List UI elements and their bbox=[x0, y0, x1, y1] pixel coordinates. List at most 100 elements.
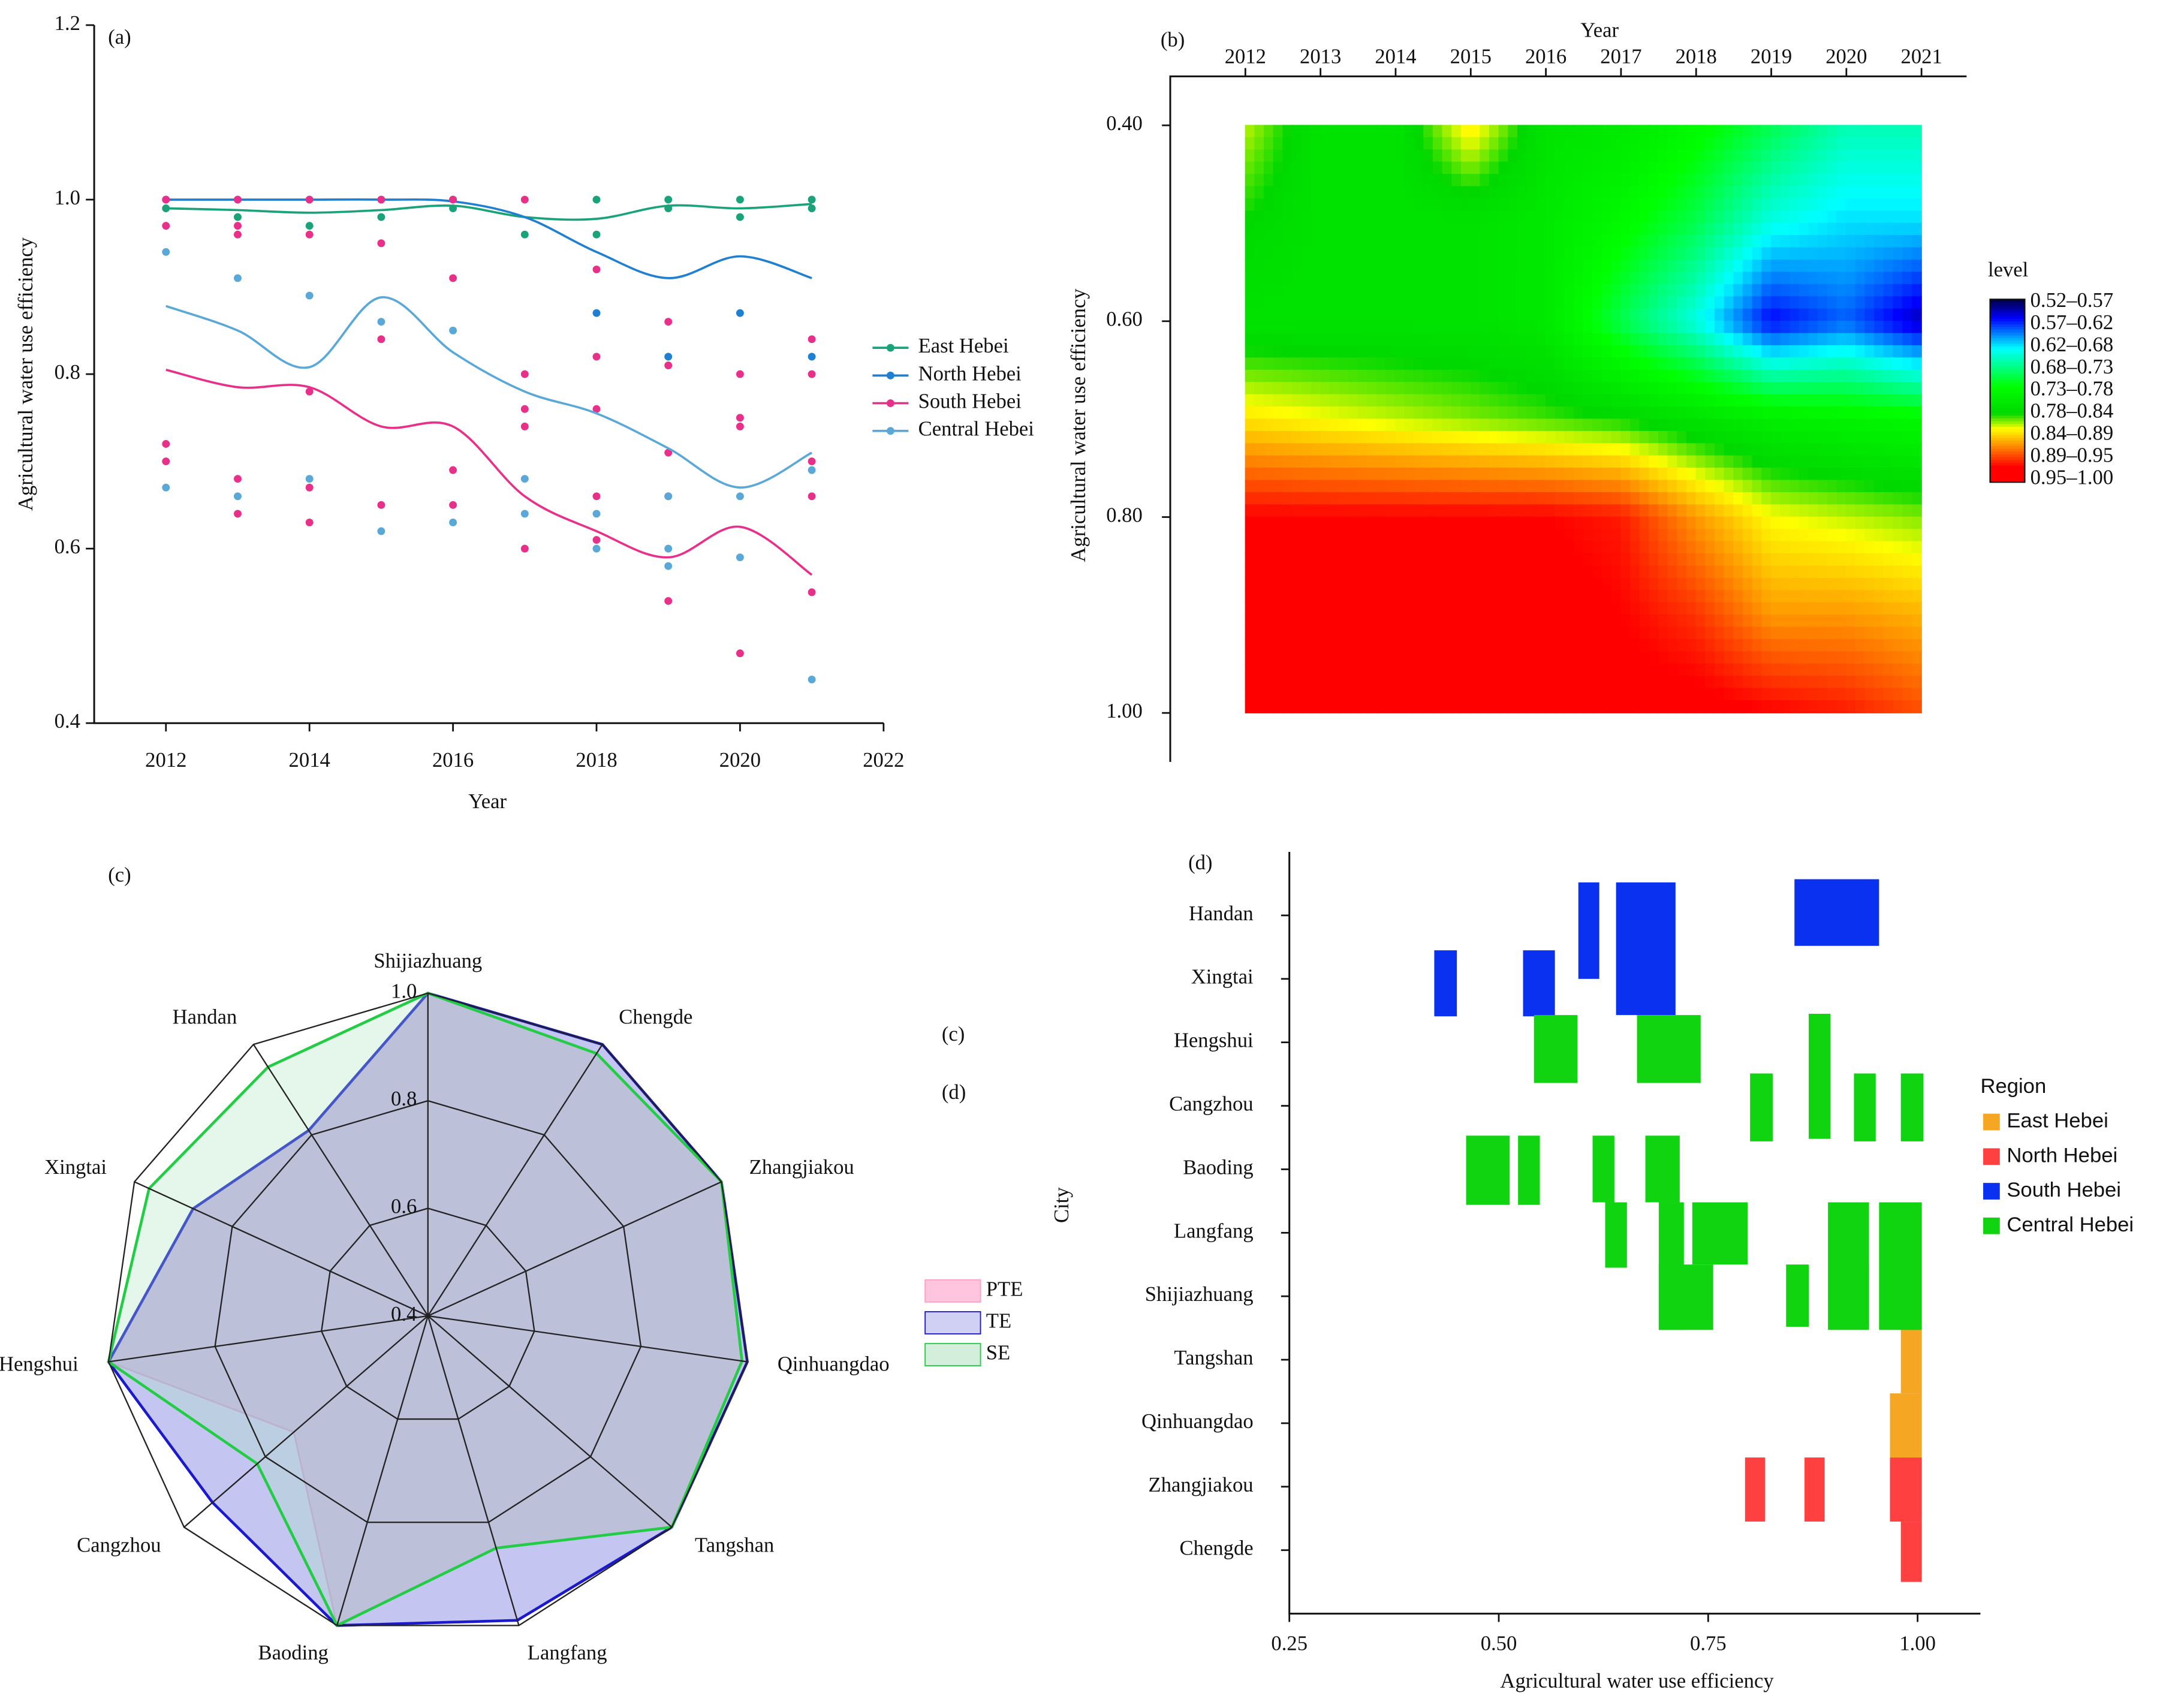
heat-cell bbox=[1911, 259, 1922, 273]
heat-cell bbox=[1658, 222, 1668, 236]
heat-cell bbox=[1790, 174, 1800, 187]
heat-cell bbox=[1564, 480, 1575, 493]
heat-cell bbox=[1339, 688, 1349, 701]
heat-cell bbox=[1489, 443, 1499, 457]
heat-cell bbox=[1245, 638, 1255, 652]
heat-cell bbox=[1742, 700, 1753, 713]
heat-cell bbox=[1320, 284, 1331, 297]
heat-cell bbox=[1423, 284, 1434, 297]
heat-cell bbox=[1911, 137, 1922, 150]
heat-cell bbox=[1902, 565, 1913, 579]
heat-cell bbox=[1460, 222, 1471, 236]
heat-cell bbox=[1460, 174, 1471, 187]
heat-cell bbox=[1376, 614, 1387, 628]
heat-cell bbox=[1629, 602, 1640, 616]
heat-cell bbox=[1367, 590, 1378, 604]
heat-cell bbox=[1836, 614, 1847, 628]
heat-cell bbox=[1423, 504, 1434, 518]
heat-cell bbox=[1893, 235, 1903, 248]
heat-cell bbox=[1545, 161, 1556, 175]
heat-cell bbox=[1583, 638, 1593, 652]
heat-cell bbox=[1705, 688, 1716, 701]
heat-cell bbox=[1339, 222, 1349, 236]
heat-cell bbox=[1489, 565, 1499, 579]
heat-cell bbox=[1677, 492, 1688, 505]
heat-cell bbox=[1808, 492, 1819, 505]
heat-cell bbox=[1902, 174, 1913, 187]
heat-cell bbox=[1451, 468, 1462, 481]
heat-cell bbox=[1592, 137, 1603, 150]
heat-cell bbox=[1583, 259, 1593, 273]
heat-cell bbox=[1818, 161, 1828, 175]
heat-cell bbox=[1395, 480, 1406, 493]
heat-cell bbox=[1714, 504, 1725, 518]
heat-cell bbox=[1601, 272, 1612, 285]
heat-cell bbox=[1705, 247, 1716, 261]
heat-cell bbox=[1245, 468, 1255, 481]
data-point bbox=[234, 230, 242, 239]
heat-cell bbox=[1573, 284, 1584, 297]
heat-cell bbox=[1451, 638, 1462, 652]
heat-cell bbox=[1883, 577, 1894, 591]
heat-cell bbox=[1864, 222, 1875, 236]
heat-cell bbox=[1282, 430, 1293, 444]
heat-cell bbox=[1874, 688, 1885, 701]
heat-cell bbox=[1629, 676, 1640, 689]
heat-cell bbox=[1658, 125, 1668, 138]
heat-cell bbox=[1827, 676, 1837, 689]
heat-cell bbox=[1480, 222, 1490, 236]
heat-cell bbox=[1273, 614, 1284, 628]
heat-cell bbox=[1714, 651, 1725, 665]
heat-cell bbox=[1864, 565, 1875, 579]
data-point bbox=[520, 544, 529, 553]
heat-cell bbox=[1545, 174, 1556, 187]
colorbar-swatch bbox=[1990, 399, 2025, 402]
heat-cell bbox=[1573, 394, 1584, 408]
heat-cell bbox=[1526, 284, 1537, 297]
heat-cell bbox=[1629, 565, 1640, 579]
heat-cell bbox=[1508, 602, 1519, 616]
heat-cell bbox=[1376, 369, 1387, 383]
heat-cell bbox=[1714, 321, 1725, 334]
heat-cell bbox=[1423, 492, 1434, 505]
heat-cell bbox=[1733, 174, 1744, 187]
heat-cell bbox=[1301, 149, 1312, 163]
heat-cell bbox=[1911, 321, 1922, 334]
heat-cell bbox=[1836, 663, 1847, 677]
heat-cell bbox=[1883, 638, 1894, 652]
heat-cell bbox=[1245, 430, 1255, 444]
heat-cell bbox=[1601, 504, 1612, 518]
heat-cell bbox=[1442, 455, 1453, 469]
heat-cell bbox=[1790, 137, 1800, 150]
heat-cell bbox=[1357, 651, 1368, 665]
heat-cell bbox=[1629, 222, 1640, 236]
heat-cell bbox=[1263, 455, 1275, 469]
grid-ring bbox=[107, 992, 748, 1626]
heat-cell bbox=[1470, 688, 1481, 701]
heat-cell bbox=[1460, 247, 1471, 261]
heat-cell bbox=[1686, 186, 1697, 200]
heat-cell bbox=[1827, 345, 1837, 359]
heat-cell bbox=[1677, 529, 1688, 543]
heat-cell bbox=[1874, 565, 1885, 579]
heat-cell bbox=[1799, 430, 1809, 444]
heat-cell bbox=[1686, 651, 1697, 665]
heat-cell bbox=[1649, 663, 1659, 677]
heat-cell bbox=[1864, 688, 1875, 701]
range-bar bbox=[1809, 1014, 1831, 1139]
heat-cell bbox=[1714, 308, 1725, 322]
heat-cell bbox=[1592, 149, 1603, 163]
heat-cell bbox=[1639, 468, 1650, 481]
heat-cell bbox=[1761, 565, 1772, 579]
heat-cell bbox=[1329, 492, 1340, 505]
heat-cell bbox=[1555, 529, 1565, 543]
heat-cell bbox=[1311, 455, 1321, 469]
heat-cell bbox=[1583, 418, 1593, 432]
heat-cell bbox=[1629, 406, 1640, 420]
heat-cell bbox=[1724, 284, 1734, 297]
heat-cell bbox=[1517, 638, 1528, 652]
heat-cell bbox=[1508, 418, 1519, 432]
heat-cell bbox=[1414, 590, 1424, 604]
heat-cell bbox=[1667, 137, 1678, 150]
heat-cell bbox=[1489, 626, 1499, 640]
